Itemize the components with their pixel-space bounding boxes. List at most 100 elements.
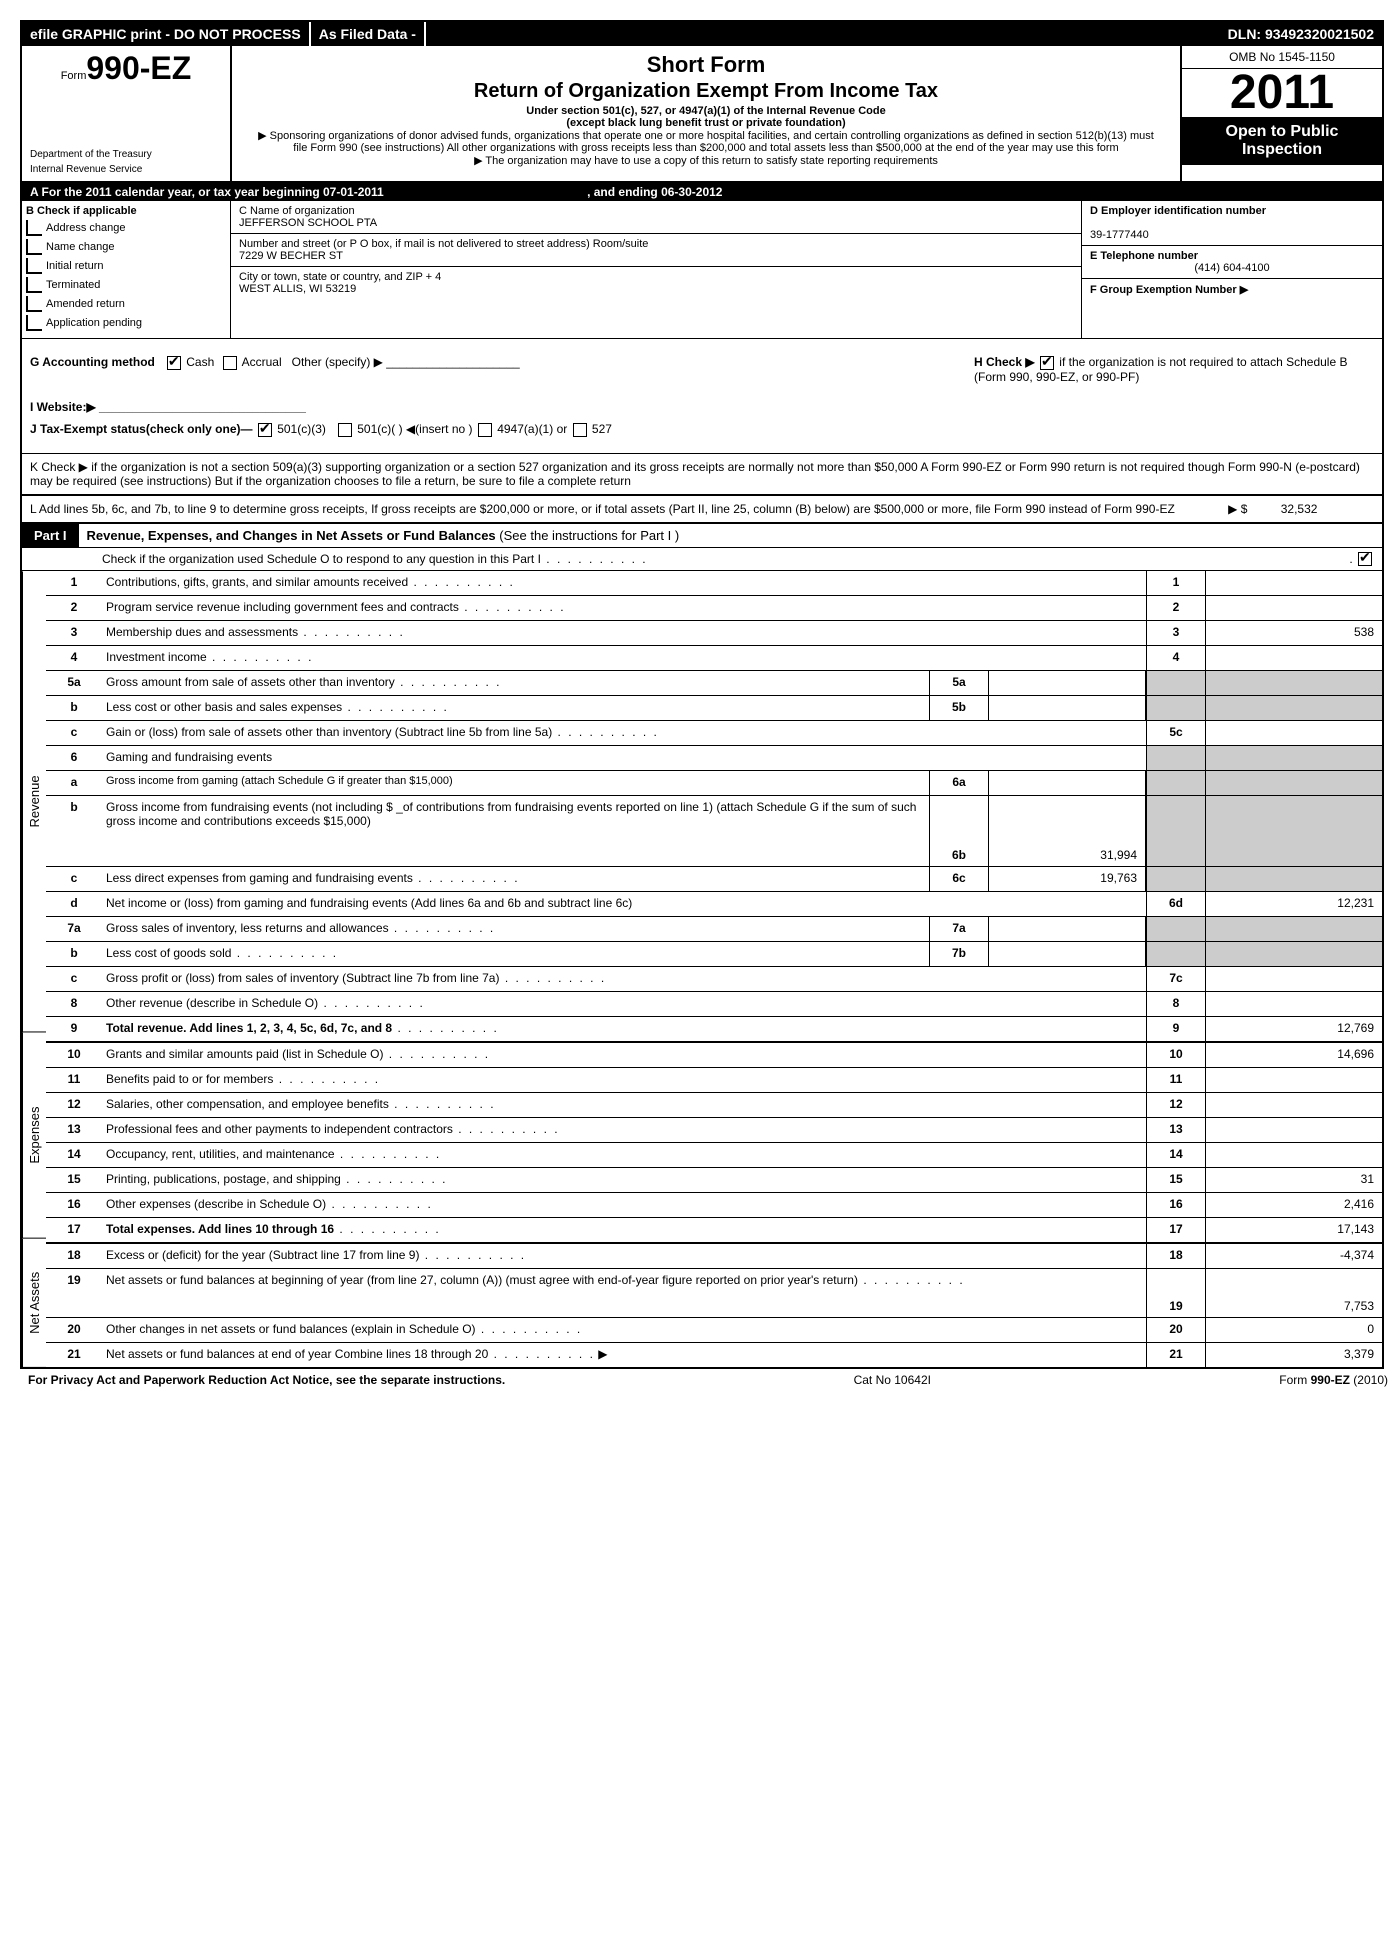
line-8: 8 Other revenue (describe in Schedule O)… xyxy=(46,992,1382,1017)
line-6b: b Gross income from fundraising events (… xyxy=(46,796,1382,867)
cb-address-change[interactable]: Address change xyxy=(26,220,226,236)
side-netassets: Net Assets xyxy=(22,1239,46,1368)
d-label: D Employer identification number xyxy=(1090,205,1266,217)
header-center: Short Form Return of Organization Exempt… xyxy=(232,46,1180,181)
section-b: B Check if applicable Address change Nam… xyxy=(22,201,1382,339)
line-19: 19 Net assets or fund balances at beginn… xyxy=(46,1269,1382,1318)
line-g: G Accounting method Cash Accrual Other (… xyxy=(30,355,520,384)
cb-name-change[interactable]: Name change xyxy=(26,239,226,255)
footer-left: For Privacy Act and Paperwork Reduction … xyxy=(28,1373,505,1387)
ein: 39-1777440 xyxy=(1090,229,1149,241)
schedule-o-check: Check if the organization used Schedule … xyxy=(22,548,1382,572)
footer-center: Cat No 10642I xyxy=(854,1373,931,1387)
cb-amended[interactable]: Amended return xyxy=(26,296,226,312)
line-15: 15 Printing, publications, postage, and … xyxy=(46,1168,1382,1193)
cb-501c3[interactable] xyxy=(258,423,272,437)
dept-irs: Internal Revenue Service xyxy=(26,162,226,177)
section-ghij: G Accounting method Cash Accrual Other (… xyxy=(22,339,1382,454)
line-5c: c Gain or (loss) from sale of assets oth… xyxy=(46,721,1382,746)
footer: For Privacy Act and Paperwork Reduction … xyxy=(20,1369,1396,1391)
part-i-header: Part I Revenue, Expenses, and Changes in… xyxy=(22,524,1382,548)
cb-schedule-b[interactable] xyxy=(1040,356,1054,370)
cb-pending[interactable]: Application pending xyxy=(26,315,226,331)
line-6: 6 Gaming and fundraising events xyxy=(46,746,1382,771)
table-body: 1 Contributions, gifts, grants, and simi… xyxy=(46,571,1382,1367)
side-expenses: Expenses xyxy=(22,1033,46,1239)
cb-schedule-o[interactable] xyxy=(1358,552,1372,566)
line-6a: a Gross income from gaming (attach Sched… xyxy=(46,771,1382,796)
header-note2: ▶ The organization may have to use a cop… xyxy=(252,154,1160,167)
cb-terminated[interactable]: Terminated xyxy=(26,277,226,293)
line-21: 21 Net assets or fund balances at end of… xyxy=(46,1343,1382,1367)
line-14: 14 Occupancy, rent, utilities, and maint… xyxy=(46,1143,1382,1168)
form-prefix: Form xyxy=(61,70,87,82)
section-l: L Add lines 5b, 6c, and 7b, to line 9 to… xyxy=(22,496,1382,524)
cb-accrual[interactable] xyxy=(223,356,237,370)
line-5a: 5a Gross amount from sale of assets othe… xyxy=(46,671,1382,696)
form-990ez: efile GRAPHIC print - DO NOT PROCESS As … xyxy=(20,20,1384,1369)
street-label: Number and street (or P O box, if mail i… xyxy=(239,238,648,250)
line-18: 18 Excess or (deficit) for the year (Sub… xyxy=(46,1244,1382,1269)
f-label: F Group Exemption Number ▶ xyxy=(1090,284,1248,296)
side-labels: Revenue Expenses Net Assets xyxy=(22,571,46,1367)
cb-cash[interactable] xyxy=(167,356,181,370)
form-number: 990-EZ xyxy=(86,50,191,86)
line-6c: c Less direct expenses from gaming and f… xyxy=(46,867,1382,892)
line-i: I Website:▶ ____________________________… xyxy=(30,400,1374,414)
cb-501c[interactable] xyxy=(338,423,352,437)
side-revenue: Revenue xyxy=(22,571,46,1032)
city-label: City or town, state or country, and ZIP … xyxy=(239,271,441,283)
cb-527[interactable] xyxy=(573,423,587,437)
header-right: OMB No 1545-1150 2011 Open to Public Ins… xyxy=(1180,46,1382,181)
header-left: Form990-EZ Department of the Treasury In… xyxy=(22,46,232,181)
main-table: Revenue Expenses Net Assets 1 Contributi… xyxy=(22,571,1382,1367)
e-label: E Telephone number xyxy=(1090,250,1198,262)
subtitle1: Under section 501(c), 527, or 4947(a)(1)… xyxy=(252,105,1160,117)
section-k: K Check ▶ if the organization is not a s… xyxy=(22,454,1382,496)
line-1: 1 Contributions, gifts, grants, and simi… xyxy=(46,571,1382,596)
line-h: H Check ▶ if the organization is not req… xyxy=(974,355,1374,384)
c-label: C Name of organization xyxy=(239,205,355,217)
line-17: 17 Total expenses. Add lines 10 through … xyxy=(46,1218,1382,1244)
line-7a: 7a Gross sales of inventory, less return… xyxy=(46,917,1382,942)
line-9: 9 Total revenue. Add lines 1, 2, 3, 4, 5… xyxy=(46,1017,1382,1043)
cb-initial-return[interactable]: Initial return xyxy=(26,258,226,274)
footer-right: Form 990-EZ (2010) xyxy=(1279,1373,1388,1387)
line-3: 3 Membership dues and assessments 3 538 xyxy=(46,621,1382,646)
line-7c: c Gross profit or (loss) from sales of i… xyxy=(46,967,1382,992)
line-6d: d Net income or (loss) from gaming and f… xyxy=(46,892,1382,917)
line-10: 10 Grants and similar amounts paid (list… xyxy=(46,1043,1382,1068)
line-16: 16 Other expenses (describe in Schedule … xyxy=(46,1193,1382,1218)
section-b-checkboxes: B Check if applicable Address change Nam… xyxy=(22,201,231,338)
line-5b: b Less cost or other basis and sales exp… xyxy=(46,696,1382,721)
line-20: 20 Other changes in net assets or fund b… xyxy=(46,1318,1382,1343)
open-public: Open to Public Inspection xyxy=(1182,117,1382,165)
line-11: 11 Benefits paid to or for members 11 xyxy=(46,1068,1382,1093)
gross-receipts: 32,532 xyxy=(1281,502,1318,516)
top-bar: efile GRAPHIC print - DO NOT PROCESS As … xyxy=(22,22,1382,46)
tax-year: 2011 xyxy=(1182,69,1382,117)
line-13: 13 Professional fees and other payments … xyxy=(46,1118,1382,1143)
section-c: C Name of organization JEFFERSON SCHOOL … xyxy=(231,201,1082,338)
line-4: 4 Investment income 4 xyxy=(46,646,1382,671)
subtitle2: (except black lung benefit trust or priv… xyxy=(252,117,1160,129)
phone: (414) 604-4100 xyxy=(1090,262,1374,274)
part-i-title: Revenue, Expenses, and Changes in Net As… xyxy=(79,524,688,547)
line-j: J Tax-Exempt status(check only one)— 501… xyxy=(30,422,1374,437)
line-7b: b Less cost of goods sold 7b xyxy=(46,942,1382,967)
efile-notice: efile GRAPHIC print - DO NOT PROCESS xyxy=(22,22,311,46)
header-row: Form990-EZ Department of the Treasury In… xyxy=(22,46,1382,183)
line-12: 12 Salaries, other compensation, and emp… xyxy=(46,1093,1382,1118)
header-note1: ▶ Sponsoring organizations of donor advi… xyxy=(252,129,1160,154)
org-street: 7229 W BECHER ST xyxy=(239,250,343,262)
part-i-label: Part I xyxy=(22,524,79,547)
dln: DLN: 93492320021502 xyxy=(1220,22,1382,46)
line-2: 2 Program service revenue including gove… xyxy=(46,596,1382,621)
b-heading: B Check if applicable xyxy=(26,205,226,217)
cb-4947[interactable] xyxy=(478,423,492,437)
org-name: JEFFERSON SCHOOL PTA xyxy=(239,217,377,229)
as-filed: As Filed Data - xyxy=(311,22,426,46)
main-title: Return of Organization Exempt From Incom… xyxy=(252,80,1160,103)
dept-treasury: Department of the Treasury xyxy=(26,147,226,162)
org-city: WEST ALLIS, WI 53219 xyxy=(239,283,356,295)
